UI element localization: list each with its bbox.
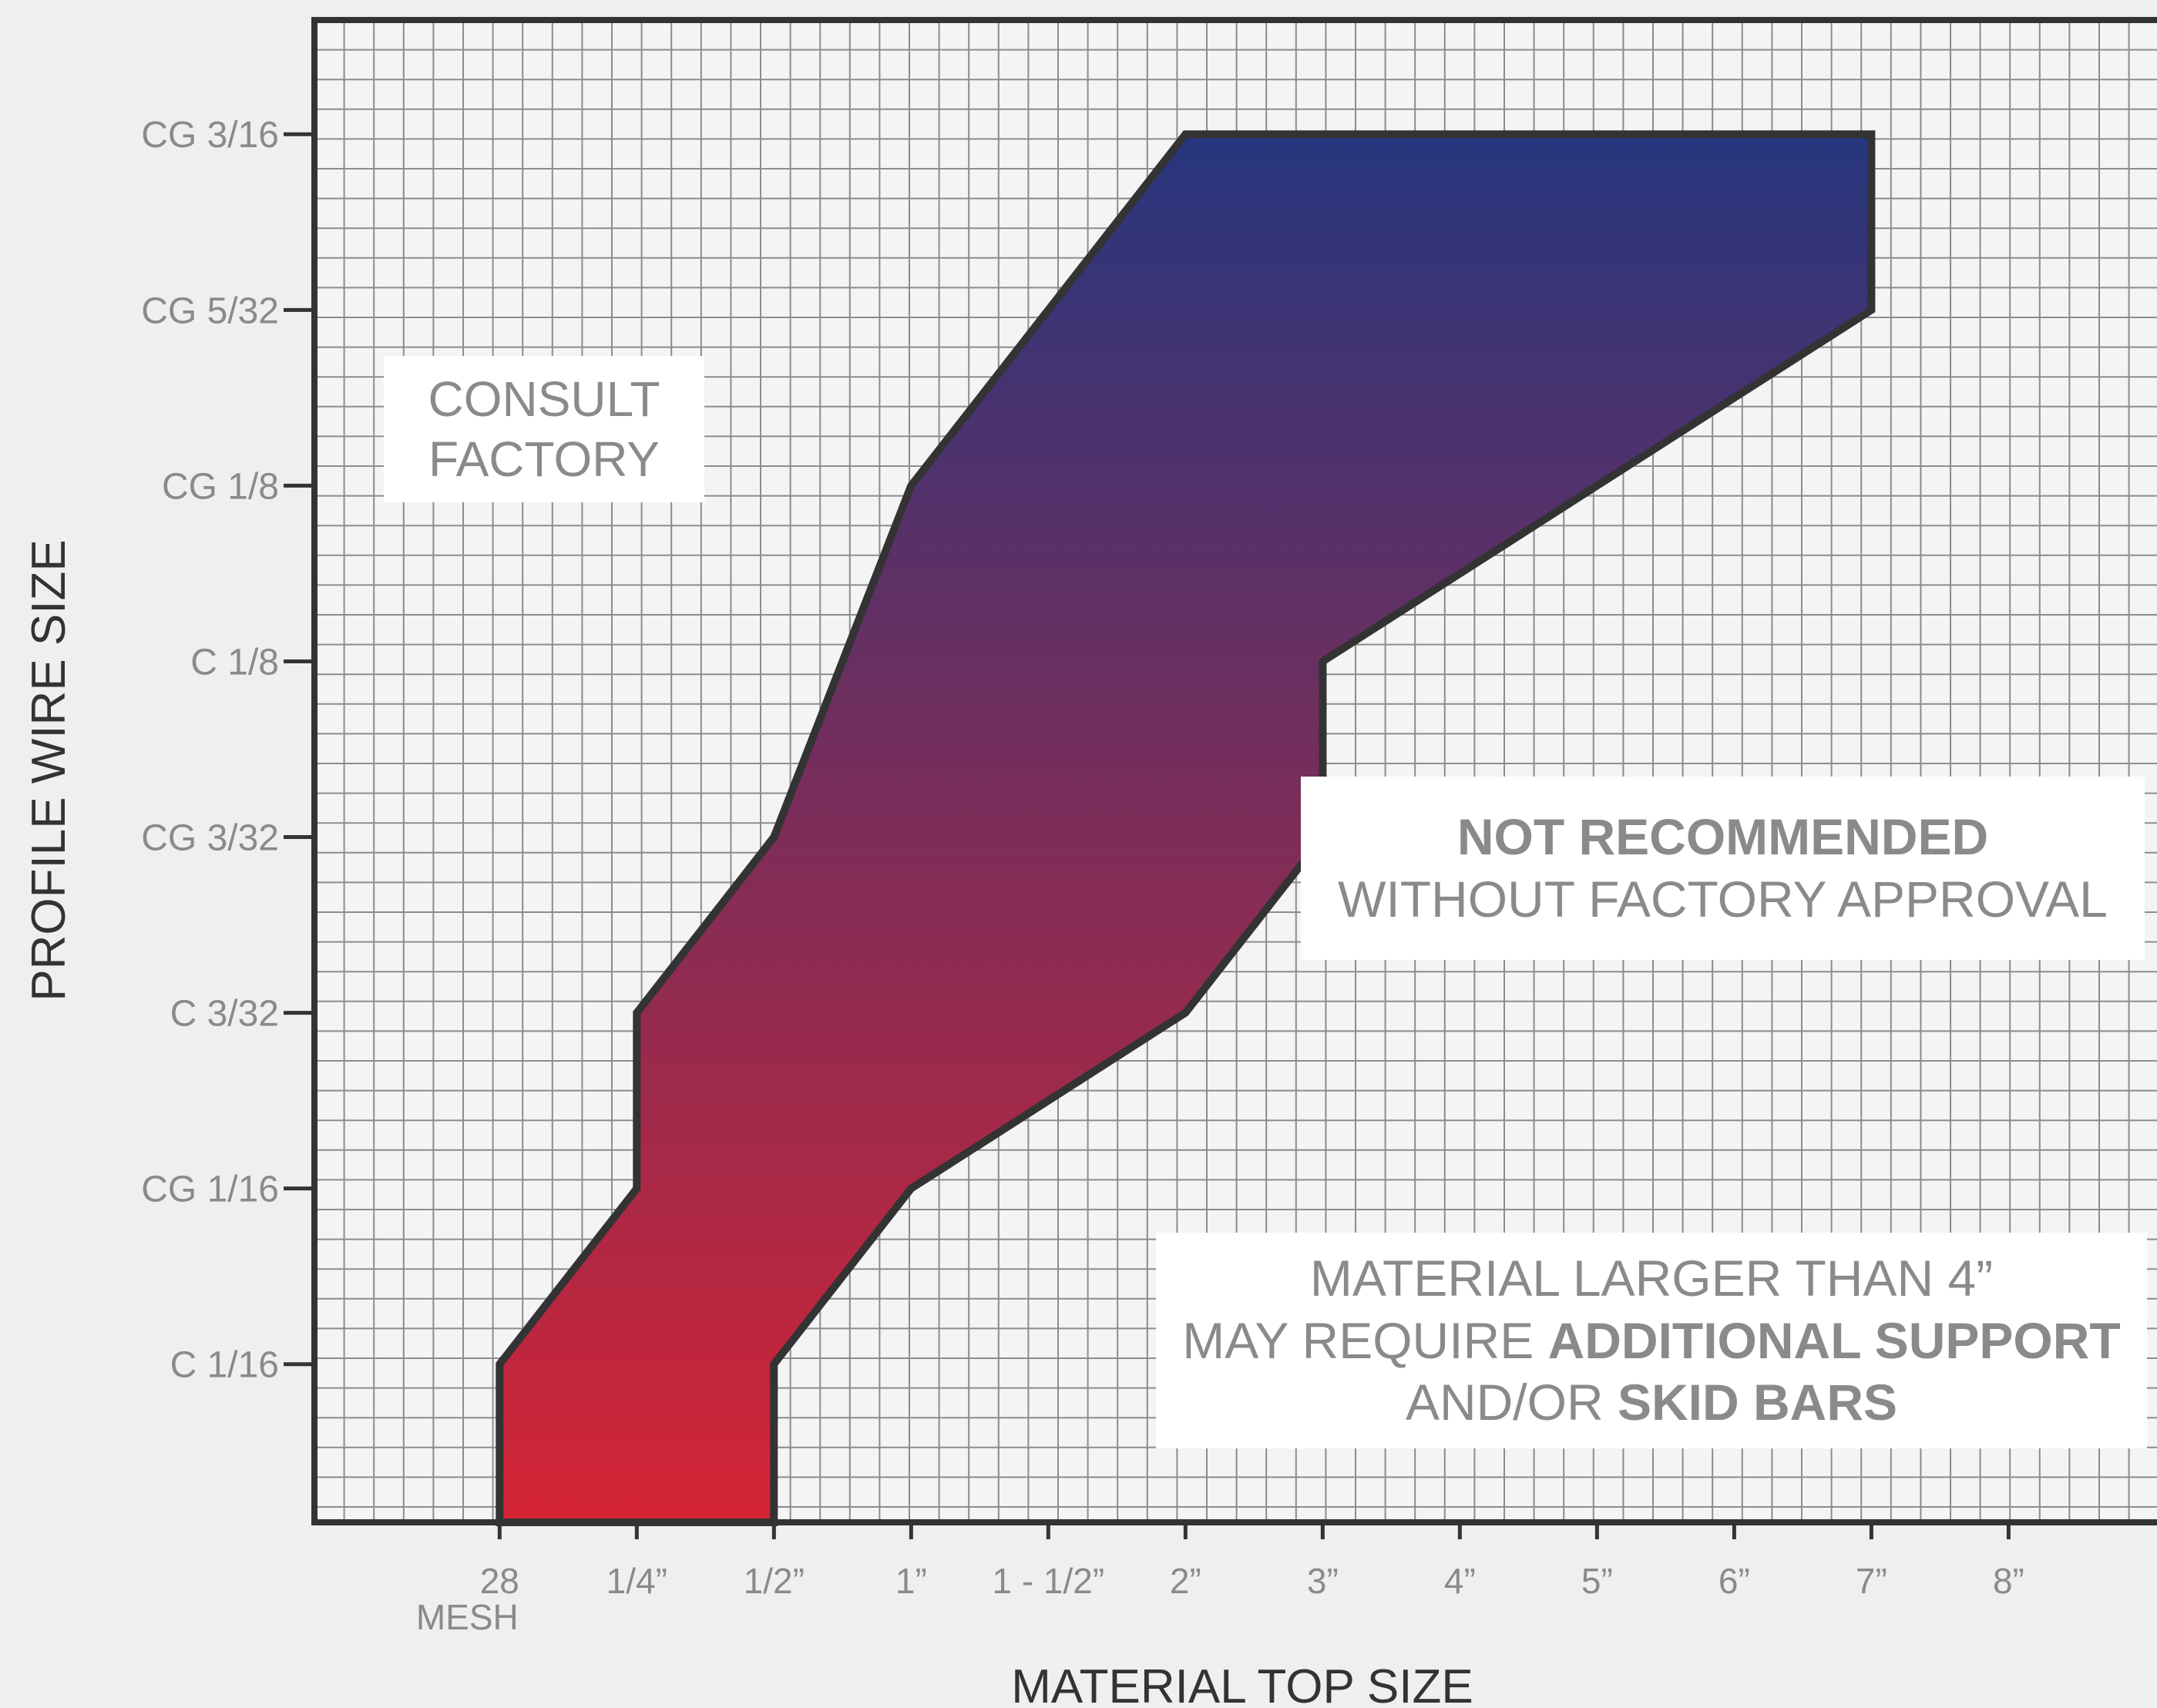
recommended-region	[496, 130, 1876, 1526]
x-tick-label: 1/4”	[606, 1561, 667, 1601]
not-recommended-subtext: WITHOUT FACTORY APPROVAL	[1338, 871, 2108, 928]
consult-factory-note: CONSULT FACTORY	[384, 356, 704, 502]
y-tick-label: CG 1/16	[141, 1169, 279, 1210]
consult-line-1: CONSULT	[428, 371, 660, 427]
y-axis-title: PROFILE WIRE SIZE	[22, 539, 76, 1001]
y-tick-label: C 3/32	[170, 994, 279, 1035]
material-support-note: MATERIAL LARGER THAN 4” MAY REQUIRE ADDI…	[1156, 1233, 2147, 1448]
additional-support-text: ADDITIONAL SUPPORT	[1547, 1311, 2121, 1369]
x-tick-label: 4”	[1444, 1561, 1476, 1601]
skid-bars-text: SKID BARS	[1617, 1374, 1898, 1431]
y-tick-label: C 1/8	[190, 642, 279, 683]
not-recommended-note: NOT RECOMMENDED WITHOUT FACTORY APPROVAL	[1301, 777, 2145, 960]
x-tick-label: 3”	[1307, 1561, 1339, 1601]
y-tick-label: CG 3/16	[141, 115, 279, 156]
material-line-2-prefix: MAY REQUIRE	[1182, 1311, 1548, 1369]
x-tick-label: 1/2”	[744, 1561, 805, 1601]
x-tick-sublabel: MESH	[416, 1597, 519, 1637]
x-tick-label: 1 - 1/2”	[992, 1561, 1104, 1601]
y-tick-label: C 1/16	[170, 1345, 279, 1386]
x-tick-label: 5”	[1581, 1561, 1613, 1601]
x-tick-label: 6”	[1719, 1561, 1750, 1601]
y-tick-label: CG 1/8	[162, 466, 279, 507]
material-line-1: MATERIAL LARGER THAN 4”	[1309, 1250, 1994, 1307]
y-tick-label: CG 5/32	[141, 290, 279, 331]
x-axis-title: MATERIAL TOP SIZE	[1011, 1660, 1473, 1708]
x-tick-label: 1”	[895, 1561, 927, 1601]
consult-line-2: FACTORY	[428, 431, 660, 487]
material-line-3-prefix: AND/OR	[1405, 1374, 1618, 1431]
not-recommended-heading: NOT RECOMMENDED	[1456, 808, 1989, 866]
x-tick-label: 28	[480, 1561, 519, 1601]
y-tick-label: CG 3/32	[141, 818, 279, 859]
x-tick-label: 2”	[1170, 1561, 1201, 1601]
x-tick-label: 7”	[1856, 1561, 1887, 1601]
x-tick-label: 8”	[1993, 1561, 2024, 1601]
